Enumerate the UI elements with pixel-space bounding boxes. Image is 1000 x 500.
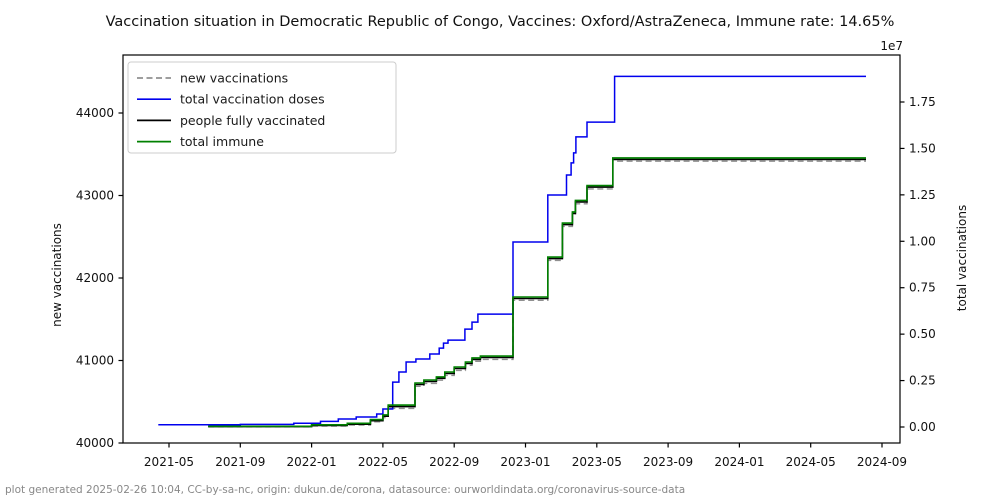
x-tick-label: 2022-05 [358, 455, 408, 469]
legend-box [127, 61, 397, 154]
x-tick-label: 2024-09 [857, 455, 907, 469]
series-people-fully-vaccinated-line [208, 158, 866, 428]
legend-item-total-immune: total immune [180, 134, 264, 149]
right-tick-label: 1.25 [909, 188, 936, 202]
legend-item-total-vaccination-doses: total vaccination doses [180, 92, 325, 107]
left-tick-label: 42000 [76, 271, 114, 285]
axes-frame [122, 54, 901, 444]
x-tick-label: 2024-01 [714, 455, 764, 469]
left-tick-label: 41000 [76, 354, 114, 368]
x-tick-label: 2022-01 [287, 455, 337, 469]
legend-item-new-vaccinations: new vaccinations [180, 71, 288, 86]
chart-title: Vaccination situation in Democratic Repu… [105, 14, 895, 30]
x-tick-label: 2023-05 [572, 455, 622, 469]
right-axis-multiplier: 1e7 [880, 39, 903, 53]
right-tick-label: 0.50 [909, 327, 936, 341]
right-tick-label: 0.00 [909, 420, 936, 434]
series-total-vaccination-doses-line [158, 75, 866, 426]
x-tick-label: 2024-05 [786, 455, 836, 469]
x-tick-label: 2021-09 [215, 455, 265, 469]
right-tick-label: 1.75 [909, 95, 936, 109]
right-tick-label: 0.75 [909, 281, 936, 295]
series-new-vaccinations-line [208, 160, 866, 428]
x-tick-label: 2021-05 [144, 455, 194, 469]
footer-note: plot generated 2025-02-26 10:04, CC-by-s… [5, 484, 686, 496]
x-tick-label: 2023-09 [643, 455, 693, 469]
series-total-immune-line [208, 157, 866, 428]
x-tick-label: 2022-09 [429, 455, 479, 469]
left-tick-label: 43000 [76, 189, 114, 203]
x-tick-label: 2023-01 [500, 455, 550, 469]
right-tick-label: 1.50 [909, 141, 936, 155]
right-tick-label: 1.00 [909, 234, 936, 248]
legend-item-people-fully-vaccinated: people fully vaccinated [180, 113, 325, 128]
right-tick-label: 0.25 [909, 374, 936, 388]
left-tick-label: 40000 [76, 436, 114, 450]
left-tick-label: 44000 [76, 106, 114, 120]
